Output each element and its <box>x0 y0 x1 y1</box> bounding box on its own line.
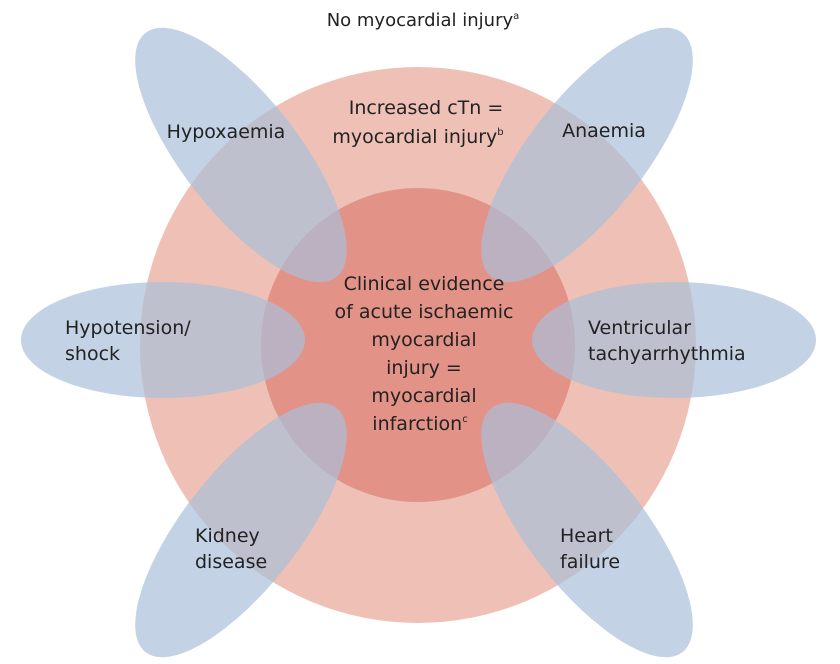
diagram-title: No myocardial injurya <box>327 10 520 31</box>
label-kidney-line1: Kidney <box>195 525 260 547</box>
title-superscript: a <box>513 11 519 22</box>
label-hypotension-line1: Hypotension/ <box>65 317 191 339</box>
inner-label-line5: myocardial <box>371 385 476 407</box>
inner-circle-label: Clinical evidence of acute ischaemic myo… <box>335 273 514 435</box>
petal-anaemia <box>481 27 693 283</box>
label-heart-line2: failure <box>560 551 620 573</box>
inner-label-line1: Clinical evidence <box>344 273 505 295</box>
petals <box>21 27 816 658</box>
inner-label-line6-text: infarction <box>372 413 462 435</box>
inner-label-line3: myocardial <box>371 329 476 351</box>
label-ventricular-line1: Ventricular <box>588 317 691 339</box>
title-text: No myocardial injury <box>327 10 514 31</box>
inner-label-superscript: c <box>462 414 468 425</box>
petal-hypoxaemia <box>135 27 347 283</box>
label-hypoxaemia: Hypoxaemia <box>167 121 286 143</box>
label-anaemia: Anaemia <box>562 120 646 142</box>
label-kidney-line2: disease <box>195 551 267 573</box>
petal-labels: Hypoxaemia Anaemia Hypotension/ shock Ve… <box>65 120 746 573</box>
label-hypotension-line2: shock <box>65 343 120 365</box>
inner-label-line6: infarctionc <box>372 413 467 435</box>
label-ventricular-line2: tachyarrhythmia <box>588 343 746 365</box>
outer-label-line2: myocardial injuryb <box>332 126 503 148</box>
inner-label-line4: injury = <box>386 357 462 379</box>
outer-circle-label: Increased cTn = myocardial injuryb <box>332 97 503 148</box>
label-heart-line1: Heart <box>560 525 613 547</box>
outer-label-superscript: b <box>497 127 503 138</box>
outer-label-line2-text: myocardial injury <box>332 126 497 148</box>
petal-hypotension <box>21 282 305 398</box>
inner-label-line2: of acute ischaemic <box>335 301 514 323</box>
petal-heart <box>481 402 693 658</box>
petal-kidney <box>135 402 347 658</box>
petal-ventricular <box>532 282 816 398</box>
outer-label-line1: Increased cTn = <box>349 97 504 119</box>
